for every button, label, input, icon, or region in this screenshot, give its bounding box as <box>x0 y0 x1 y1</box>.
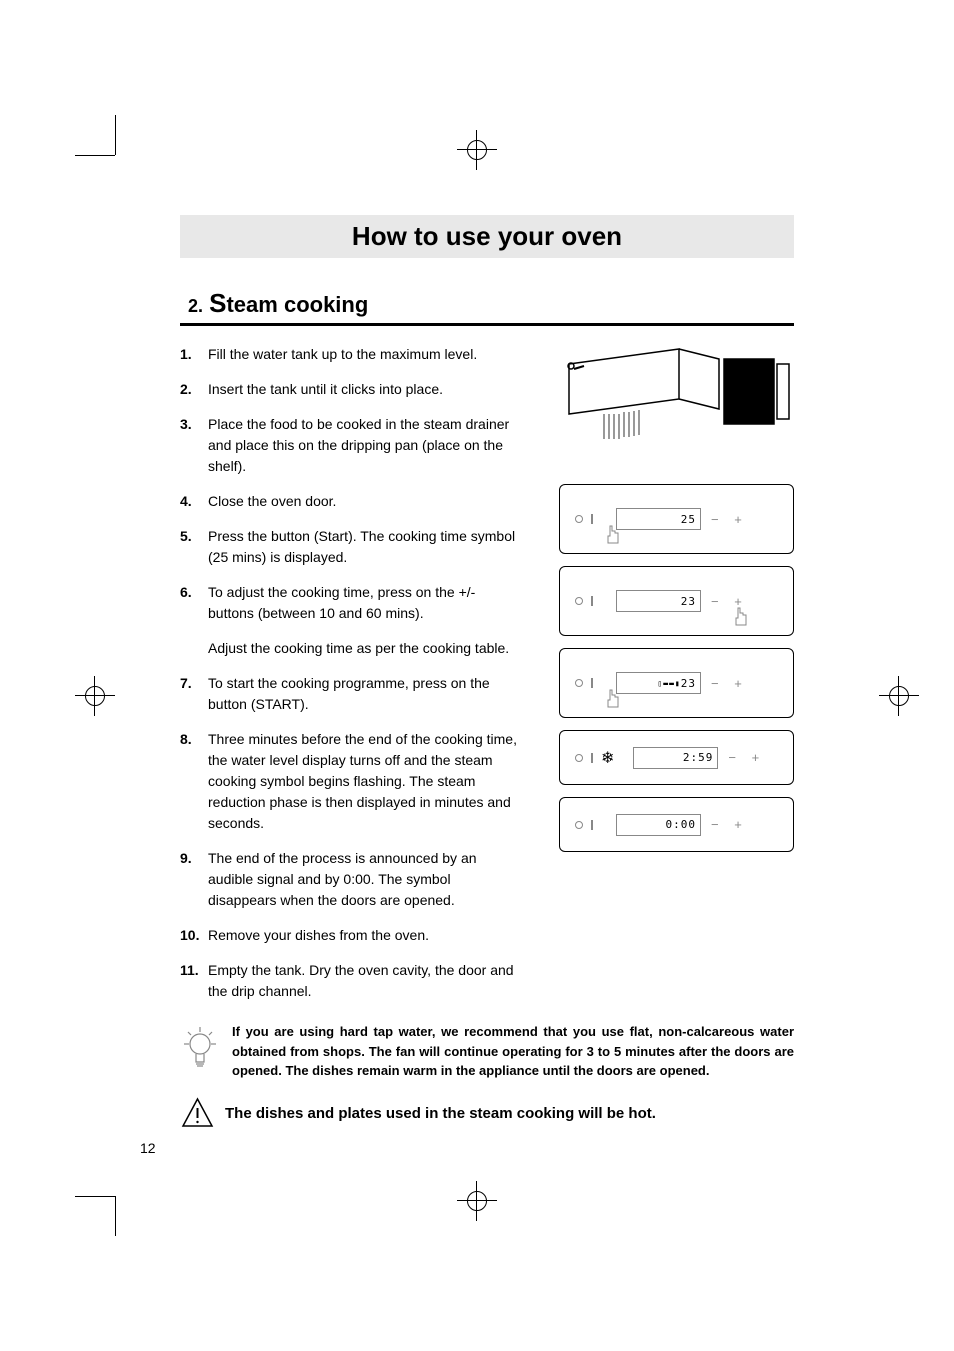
step-text: Close the oven door. <box>208 491 530 512</box>
section-number: 2. <box>188 296 203 316</box>
plus-minus-icon: − + <box>711 817 748 832</box>
snowflake-icon: ❄ <box>601 748 614 768</box>
step-subtext: Adjust the cooking time as per the cooki… <box>208 638 530 659</box>
step-text: Fill the water tank up to the maximum le… <box>208 344 530 365</box>
power-icon <box>575 754 583 762</box>
power-icon <box>575 679 583 687</box>
plus-minus-icon: − + <box>711 512 748 527</box>
info-box: If you are using hard tap water, we reco… <box>180 1022 794 1081</box>
page-number: 12 <box>140 1140 156 1156</box>
display-diagram-1: 25 − + <box>559 484 794 554</box>
main-title: How to use your oven <box>180 221 794 252</box>
step-item: 5. Press the button (Start). The cooking… <box>180 526 530 568</box>
step-text: The end of the process is announced by a… <box>208 848 530 911</box>
hand-pointer-icon <box>728 603 758 633</box>
step-text: Three minutes before the end of the cook… <box>208 729 530 834</box>
step-number: 7. <box>180 673 208 715</box>
display-value: 2:59 <box>633 747 718 769</box>
display-value: 0:00 <box>616 814 701 836</box>
step-number: 3. <box>180 414 208 477</box>
step-item: 7. To start the cooking programme, press… <box>180 673 530 715</box>
main-title-bar: How to use your oven <box>180 215 794 258</box>
control-icon <box>591 678 593 688</box>
power-icon <box>575 597 583 605</box>
crop-mark-top <box>457 130 497 170</box>
step-number: 4. <box>180 491 208 512</box>
steps-list: 1. Fill the water tank up to the maximum… <box>180 344 530 1002</box>
control-icon <box>591 514 593 524</box>
display-value: 23 <box>616 590 701 612</box>
section-underline <box>180 323 794 326</box>
step-text: Press the button (Start). The cooking ti… <box>208 526 530 568</box>
step-item: 3. Place the food to be cooked in the st… <box>180 414 530 477</box>
diagram-column: 25 − + 23 − + <box>559 344 794 864</box>
steps-container: 1. Fill the water tank up to the maximum… <box>180 344 794 1002</box>
control-icon <box>591 753 593 763</box>
power-icon <box>575 515 583 523</box>
step-item: 9. The end of the process is announced b… <box>180 848 530 911</box>
control-icon <box>591 596 593 606</box>
display-diagram-2: 23 − + <box>559 566 794 636</box>
step-text: To adjust the cooking time, press on the… <box>208 582 530 624</box>
display-diagram-4: ❄ 2:59 − + <box>559 730 794 785</box>
step-number: 5. <box>180 526 208 568</box>
plus-minus-icon: − + <box>711 676 748 691</box>
display-diagram-5: 0:00 − + <box>559 797 794 852</box>
lightbulb-icon <box>180 1022 220 1072</box>
step-item: 1. Fill the water tank up to the maximum… <box>180 344 530 365</box>
step-number: 1. <box>180 344 208 365</box>
hand-pointer-icon <box>600 685 630 715</box>
warning-box: The dishes and plates used in the steam … <box>180 1096 794 1131</box>
step-text: Insert the tank until it clicks into pla… <box>208 379 530 400</box>
plus-minus-icon: − + <box>728 750 765 765</box>
step-number: 6. <box>180 582 208 624</box>
step-text: Remove your dishes from the oven. <box>208 925 530 946</box>
step-item: 2. Insert the tank until it clicks into … <box>180 379 530 400</box>
info-text: If you are using hard tap water, we reco… <box>232 1022 794 1081</box>
control-icon <box>591 820 593 830</box>
section-title: 2. Steam cooking <box>180 288 794 319</box>
step-item: 8. Three minutes before the end of the c… <box>180 729 530 834</box>
step-number: 8. <box>180 729 208 834</box>
step-item: 6. To adjust the cooking time, press on … <box>180 582 530 624</box>
page-content: How to use your oven 2. Steam cooking 1.… <box>180 215 794 1131</box>
power-icon <box>575 821 583 829</box>
step-item: 4. Close the oven door. <box>180 491 530 512</box>
display-diagram-3: ▯▬▬▮ 23 − + <box>559 648 794 718</box>
step-number: 11. <box>180 960 208 1002</box>
step-number: 2. <box>180 379 208 400</box>
step-item: 10. Remove your dishes from the oven. <box>180 925 530 946</box>
step-text: Place the food to be cooked in the steam… <box>208 414 530 477</box>
step-text: Empty the tank. Dry the oven cavity, the… <box>208 960 530 1002</box>
step-number: 9. <box>180 848 208 911</box>
step-text: To start the cooking programme, press on… <box>208 673 530 715</box>
step-item: 11. Empty the tank. Dry the oven cavity,… <box>180 960 530 1002</box>
oven-diagram <box>559 344 794 444</box>
section-title-text: team cooking <box>226 292 368 317</box>
hand-pointer-icon <box>600 521 630 551</box>
warning-triangle-icon <box>180 1096 215 1131</box>
step-number: 10. <box>180 925 208 946</box>
warning-text: The dishes and plates used in the steam … <box>225 1105 656 1122</box>
crop-mark-bottom <box>457 1181 497 1221</box>
